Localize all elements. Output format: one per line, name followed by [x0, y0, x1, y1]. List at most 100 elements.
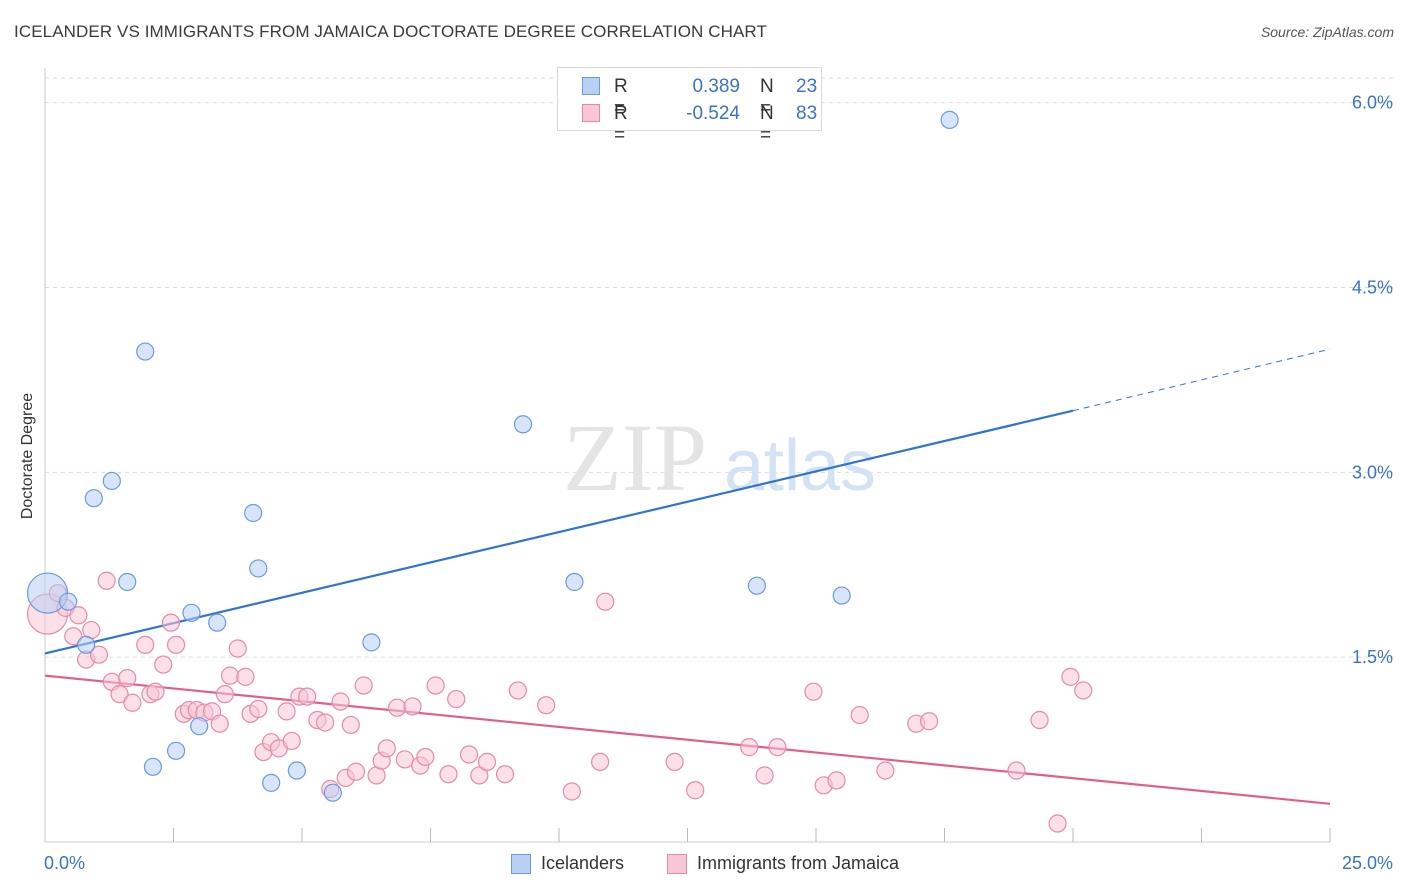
jamaica-point	[804, 682, 823, 701]
jamaica-point	[508, 681, 527, 700]
icelanders-swatch	[511, 854, 531, 874]
x-tick-label: 0.0%	[44, 853, 85, 873]
jamaica-point	[477, 752, 497, 772]
jamaica-point	[426, 676, 445, 695]
jamaica-point	[768, 738, 787, 757]
jamaica-point	[146, 682, 165, 701]
r-value: 0.389	[692, 76, 740, 97]
icelander-point	[118, 572, 137, 592]
jamaica-point	[591, 752, 610, 772]
jamaica-point	[459, 745, 479, 764]
jamaica-point	[210, 714, 229, 733]
jamaica-point	[403, 697, 422, 716]
icelander-point	[513, 415, 533, 434]
icelander-point	[84, 489, 103, 508]
jamaica-point	[665, 752, 684, 772]
gridlines	[45, 77, 1393, 658]
jamaica-point	[876, 761, 895, 780]
jamaica-point	[110, 685, 129, 704]
jamaica-point	[89, 645, 109, 664]
jamaica-point	[919, 712, 939, 731]
jamaica-point	[827, 771, 846, 790]
icelander-point	[166, 741, 186, 760]
n-label: N =	[760, 76, 774, 119]
jamaica-point	[249, 699, 268, 719]
axes: 1.5% 3.0% 4.5% 6.0% 0.0% 25.0%	[44, 68, 1393, 873]
correlation-legend: R = 0.389 N = 23 R = -0.524 N = 83	[557, 67, 822, 146]
jamaica-point	[220, 666, 240, 685]
jamaica-point	[537, 696, 556, 715]
jamaica-point	[439, 765, 458, 784]
jamaica-swatch	[667, 854, 687, 874]
jamaica-point	[161, 613, 181, 632]
jamaica-point	[123, 693, 142, 712]
jamaica-point	[1061, 667, 1080, 686]
icelander-point	[190, 717, 209, 736]
icelander-point	[208, 613, 227, 632]
jamaica-point	[97, 571, 116, 590]
icelander-point	[77, 635, 96, 654]
jamaica-point	[596, 592, 615, 611]
icelander-point	[262, 773, 281, 792]
jamaica-point	[1048, 814, 1067, 833]
jamaica-point	[154, 655, 173, 674]
y-tick-label: 1.5%	[1352, 647, 1393, 667]
icelanders-swatch	[582, 77, 600, 95]
watermark-zip: ZIP	[563, 404, 707, 511]
legend-label: Immigrants from Jamaica	[697, 853, 900, 873]
jamaica-point	[740, 738, 759, 757]
jamaica-point	[562, 782, 581, 801]
jamaica-point	[316, 713, 335, 732]
series-icelanders	[26, 110, 959, 802]
jamaica-point	[236, 667, 255, 686]
icelander-point	[244, 503, 263, 523]
jamaica-trend-line	[44, 674, 1331, 805]
jamaica-point	[395, 750, 414, 769]
jamaica-point	[277, 702, 296, 721]
icelander-point	[287, 761, 306, 780]
icelander-point	[249, 559, 268, 578]
icelander-point	[747, 576, 766, 595]
n-label: N =	[760, 103, 774, 146]
jamaica-point	[136, 635, 155, 654]
jamaica-point	[850, 705, 869, 725]
n-value: 23	[796, 76, 818, 97]
jamaica-point	[341, 715, 360, 735]
jamaica-point	[298, 687, 317, 706]
icelander-point	[362, 633, 381, 652]
jamaica-point	[1074, 681, 1093, 700]
r-label: R =	[614, 103, 628, 146]
jamaica-point	[282, 731, 301, 751]
jamaica-point	[354, 676, 373, 695]
chart-title: ICELANDER VS IMMIGRANTS FROM JAMAICA DOC…	[14, 22, 767, 41]
jamaica-point	[377, 739, 396, 758]
watermark-atlas: atlas	[724, 426, 876, 506]
r-label: R =	[614, 76, 628, 119]
series-jamaica	[26, 571, 1093, 833]
jamaica-point	[69, 606, 88, 625]
jamaica-point	[470, 766, 489, 785]
icelander-point	[182, 603, 201, 622]
jamaica-point	[686, 781, 705, 800]
jamaica-point	[387, 698, 407, 717]
icelander-point	[323, 783, 342, 802]
icelanders-trend-line	[44, 409, 1074, 655]
y-tick-label: 3.0%	[1352, 462, 1393, 482]
jamaica-point	[755, 766, 774, 785]
jamaica-point	[1030, 710, 1049, 730]
jamaica-point	[166, 635, 186, 654]
y-tick-label: 4.5%	[1352, 277, 1393, 297]
jamaica-point	[228, 639, 247, 658]
jamaica-point	[215, 685, 234, 704]
jamaica-swatch	[582, 104, 600, 122]
jamaica-point	[118, 669, 137, 688]
jamaica-point	[1007, 761, 1026, 780]
icelander-point	[59, 592, 78, 611]
icelander-point	[136, 342, 155, 361]
icelander-point	[102, 471, 121, 491]
y-tick-label: 6.0%	[1352, 93, 1393, 113]
watermark: ZIP atlas	[563, 404, 876, 511]
jamaica-point	[346, 762, 366, 781]
n-value: 83	[796, 103, 818, 124]
